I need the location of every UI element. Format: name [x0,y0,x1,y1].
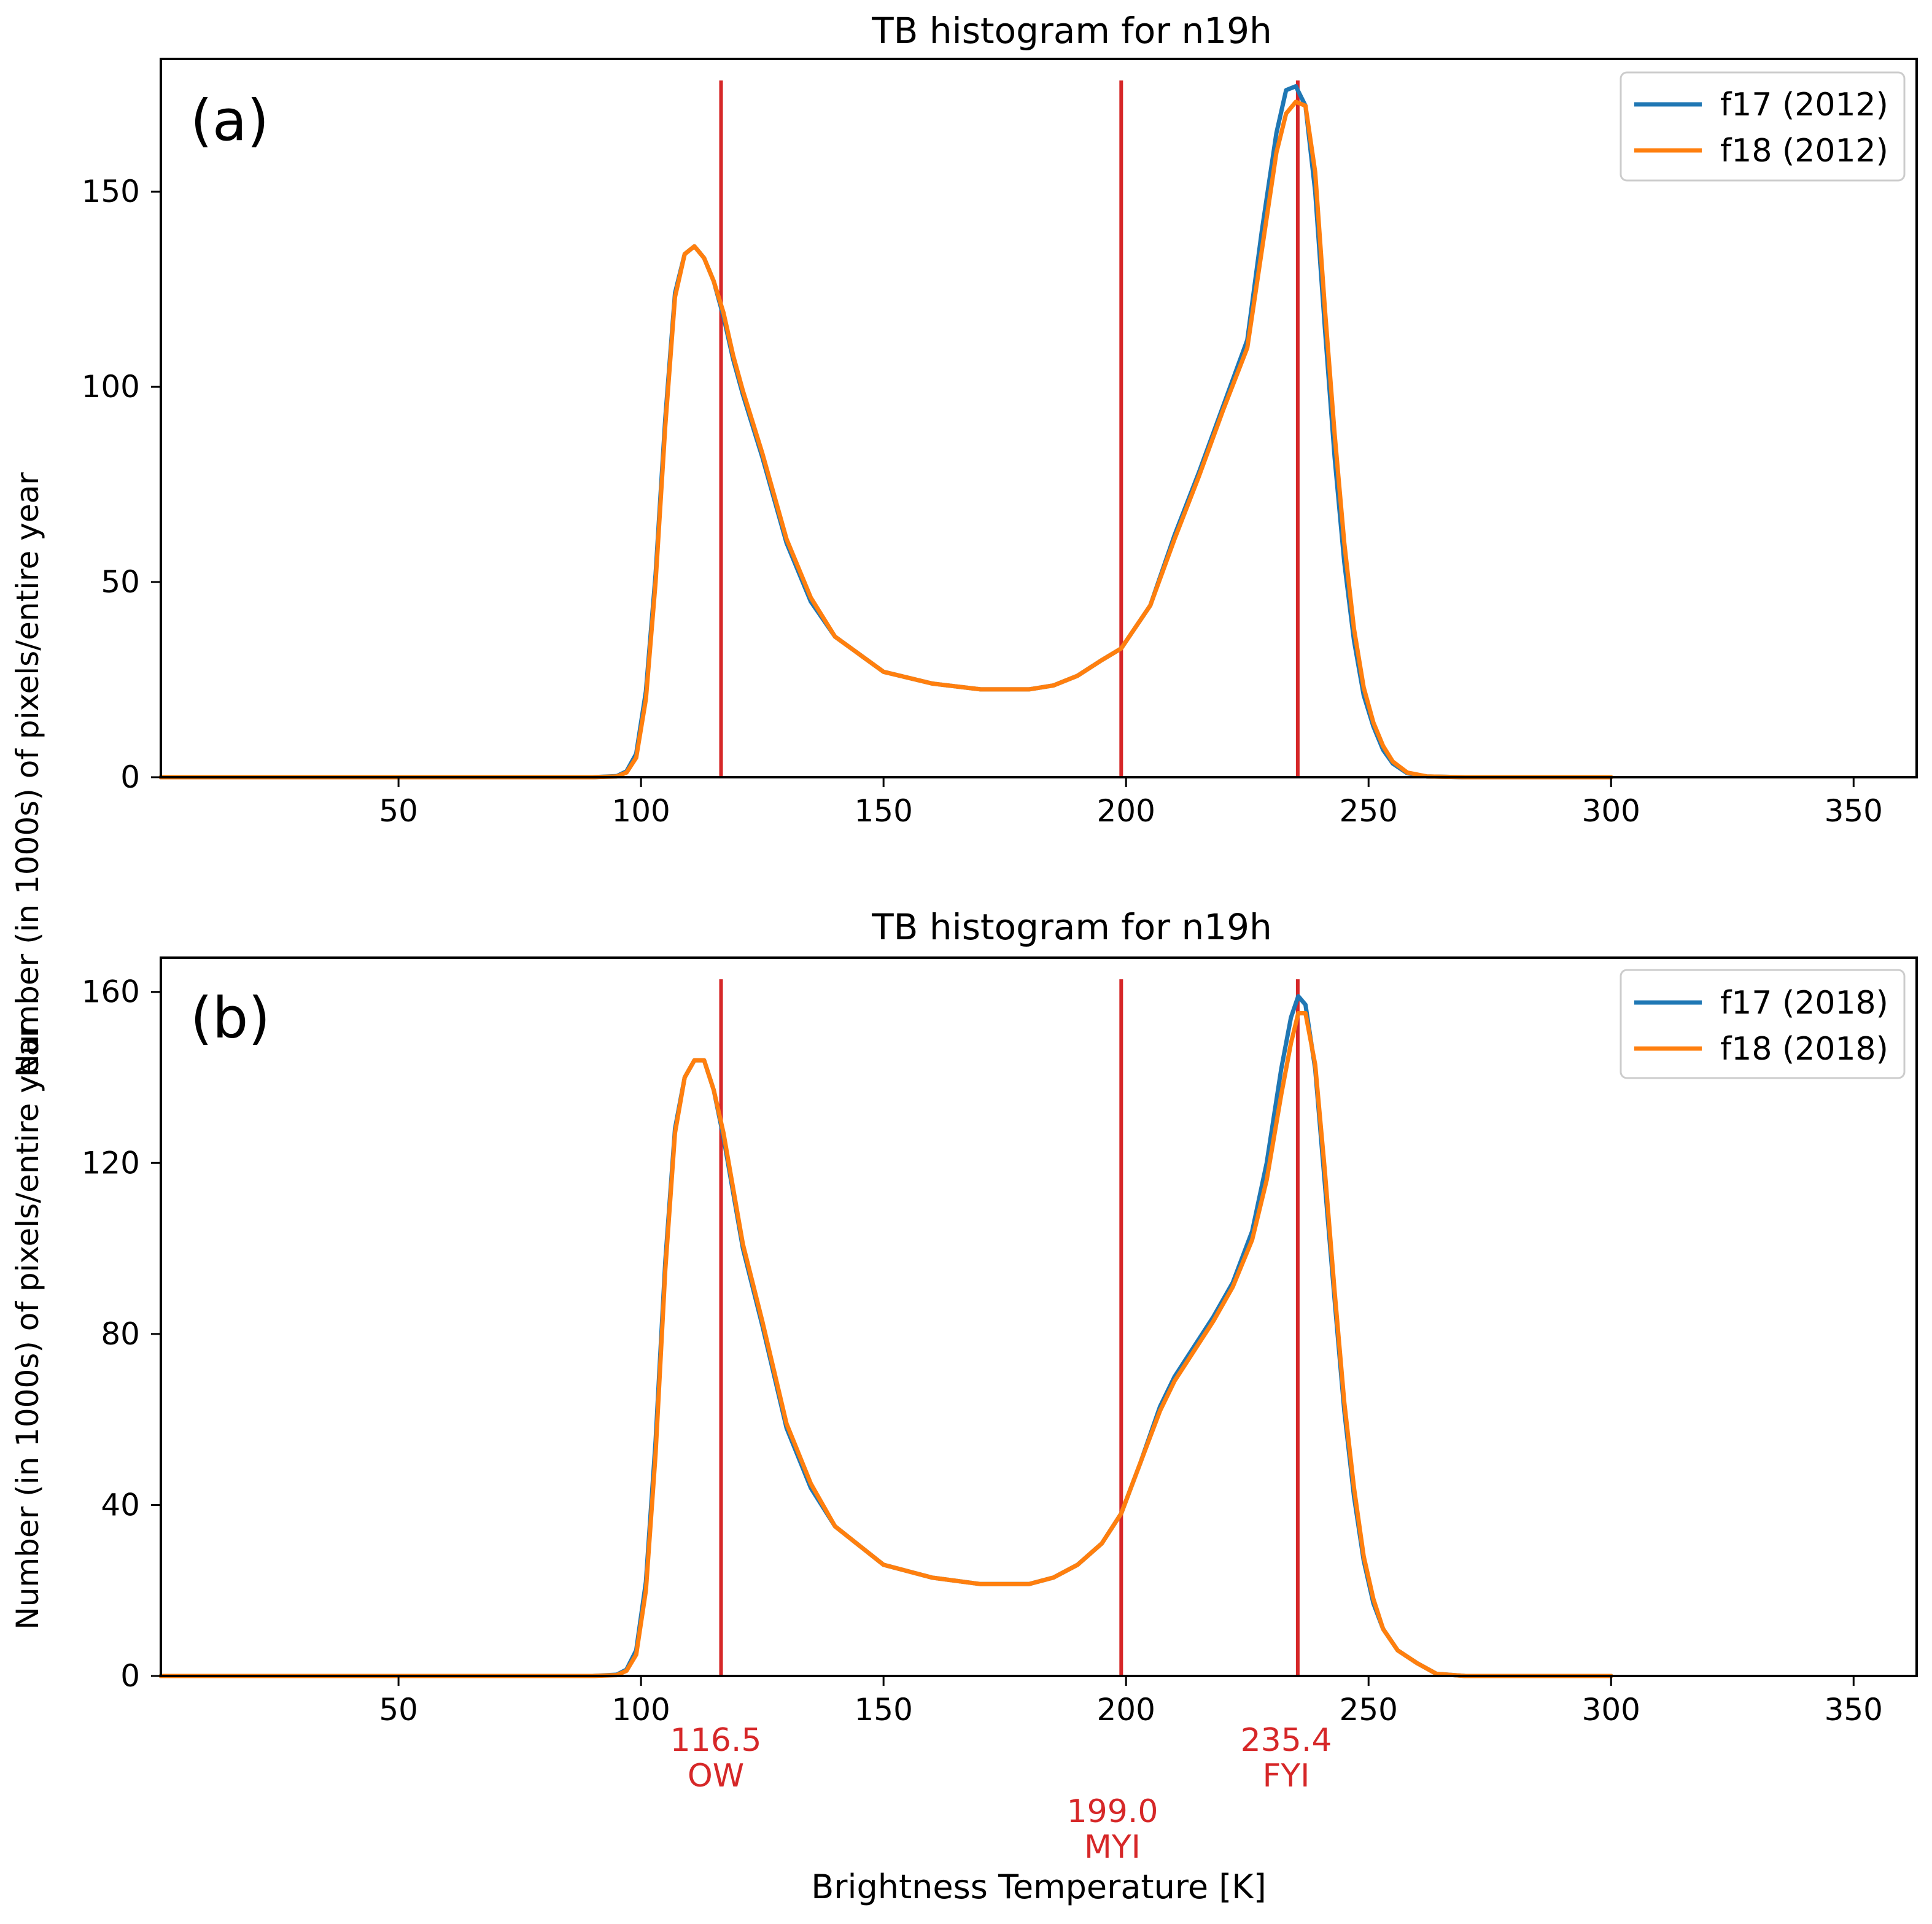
panel-a-legend-box [1620,71,1906,182]
panel-a-y-tick-label: 0 [120,759,140,795]
panel-b-y-ticks: 0 40 80 120 160 [82,974,161,1694]
panel-a-y-tick-label: 100 [82,369,140,405]
panel-b-x-ticks: 50 100 150 200 250 300 350 [379,1676,1883,1728]
panel-a-legend-label-f18: f18 (2012) [1720,133,1888,169]
panel-b-y-tick-label: 40 [101,1487,140,1523]
panel-a-title: TB histogram for n19h [871,10,1272,52]
panel-b-x-tick-label: 250 [1340,1692,1398,1728]
panel-a-threshold-lines [719,80,1300,777]
panel-b-legend: f17 (2018) f18 (2018) [1620,969,1906,1079]
panel-a-x-tick-label: 200 [1096,793,1155,829]
panel-b-legend-label-f17: f17 (2018) [1720,985,1888,1022]
panel-b-y-tick-label: 120 [82,1145,140,1181]
panel-b-label: (b) [190,985,270,1051]
panel-b-x-tick-label: 100 [611,1692,670,1728]
panel-a-y-ticks: 0 50 100 150 [82,174,161,795]
threshold-myi-value: 199.0 [1067,1793,1158,1830]
panel-a-series-lines [158,84,1613,780]
panel-a-x-tick-label: 250 [1340,793,1398,829]
panel-a-x-tick-label: 350 [1825,793,1883,829]
panel-b-x-tick-label: 350 [1825,1692,1883,1728]
threshold-ow-value: 116.5 [670,1722,762,1759]
panel-a-series-line-f18 [158,99,1613,780]
x-axis-label: Brightness Temperature [K] [811,1868,1267,1906]
threshold-ow-name: OW [688,1758,744,1794]
threshold-fyi-name: FYI [1262,1758,1309,1794]
panel-a-y-tick-label: 50 [101,564,140,600]
panel-b-series-line-f18 [158,1011,1613,1678]
panel-a-label: (a) [190,88,269,153]
threshold-fyi-value: 235.4 [1241,1722,1332,1759]
panel-a-x-tick-label: 50 [379,793,418,829]
panel-b-series-line-f17 [158,994,1613,1678]
threshold-labels: 116.5 OW 199.0 MYI 235.4 FYI [670,1722,1332,1866]
panel-b: TB histogram for n19h Number (in 1000s) … [10,906,1918,1906]
panel-b-y-tick-label: 160 [82,974,140,1010]
panel-b-y-tick-label: 80 [101,1316,140,1352]
panel-a-ylabel: Number (in 1000s) of pixels/entire year [10,472,45,1077]
panel-b-y-tick-label: 0 [120,1658,140,1694]
panel-a-y-tick-label: 150 [82,174,140,209]
panel-a-legend: f17 (2012) f18 (2012) [1620,71,1906,182]
panel-b-threshold-lines [719,979,1300,1676]
panel-b-series-lines [158,994,1613,1678]
panel-a-axes-frame [160,58,1918,778]
panel-a-legend-label-f17: f17 (2012) [1720,87,1888,123]
panel-b-x-tick-label: 300 [1582,1692,1640,1728]
panel-b-title: TB histogram for n19h [871,906,1272,948]
panel-b-x-tick-label: 150 [854,1692,912,1728]
panel-b-x-tick-label: 200 [1096,1692,1155,1728]
threshold-myi-name: MYI [1084,1829,1141,1866]
panel-a-x-ticks: 50 100 150 200 250 300 350 [379,777,1883,829]
panel-a-x-tick-label: 300 [1582,793,1640,829]
panel-a-x-tick-label: 150 [854,793,912,829]
panel-b-legend-label-f18: f18 (2018) [1720,1031,1888,1068]
panel-b-ylabel: Number (in 1000s) of pixels/entire year [10,1025,45,1630]
panel-b-x-tick-label: 50 [379,1692,418,1728]
panel-a: TB histogram for n19h Number (in 1000s) … [10,10,1918,1077]
panel-b-axes-frame [160,956,1918,1677]
panel-b-legend-box [1620,969,1906,1079]
panel-a-x-tick-label: 100 [611,793,670,829]
